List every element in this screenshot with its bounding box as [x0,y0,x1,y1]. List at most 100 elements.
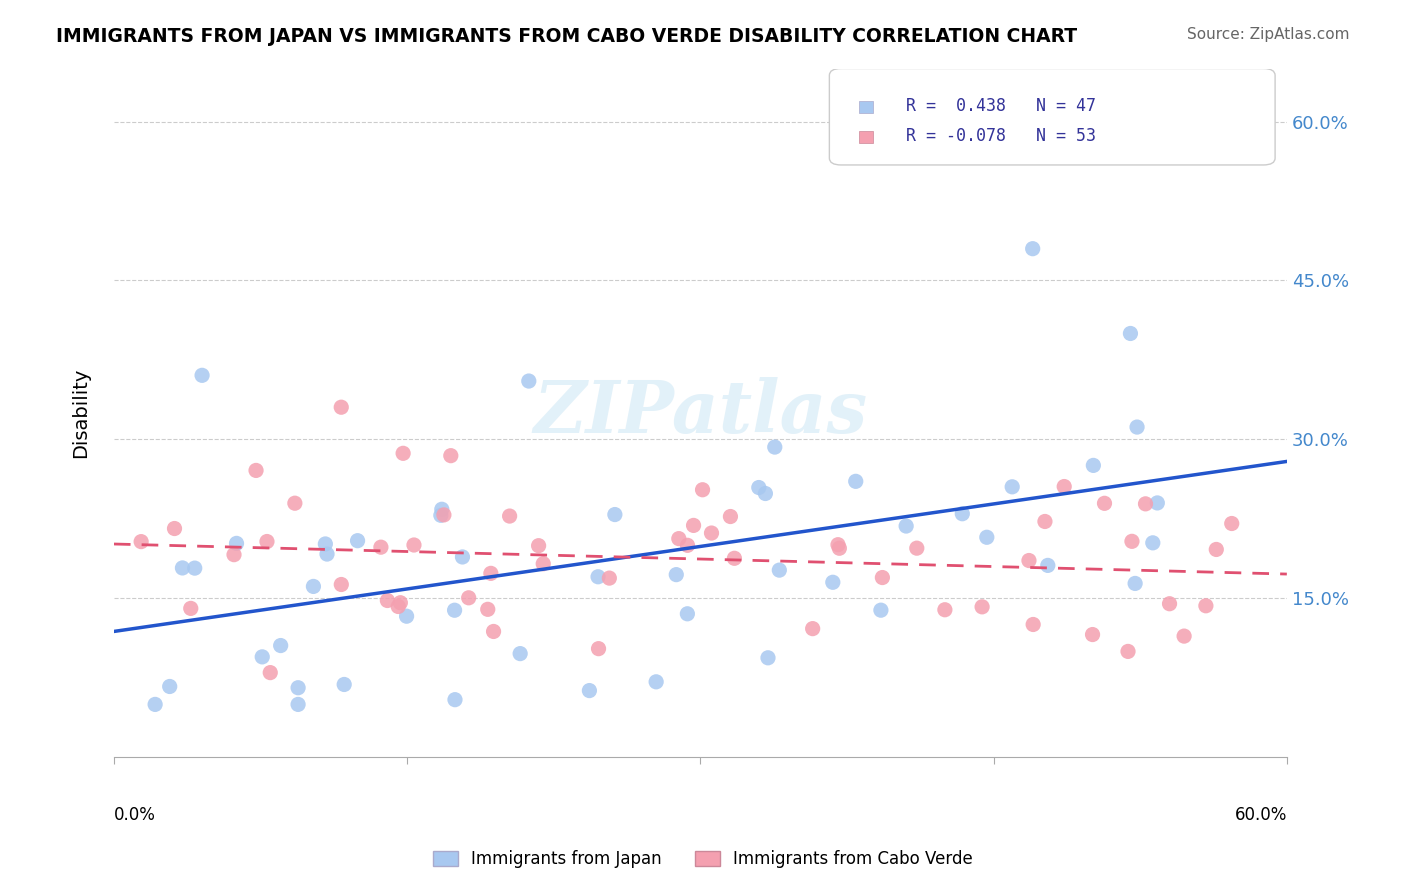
Immigrants from Japan [1083,458,1105,473]
Immigrants from Japan [950,507,973,521]
Immigrants from Cabo Verde [284,496,307,510]
Immigrants from Cabo Verde [872,570,894,584]
Immigrants from Cabo Verde [498,509,520,524]
Text: 60.0%: 60.0% [1234,805,1286,823]
Immigrants from Japan [845,475,868,489]
FancyBboxPatch shape [830,69,1275,165]
Immigrants from Cabo Verde [682,518,704,533]
Immigrants from Cabo Verde [700,526,723,541]
Immigrants from Japan [763,440,786,454]
Immigrants from Cabo Verde [482,624,505,639]
Immigrants from Cabo Verde [1053,479,1076,493]
Immigrants from Cabo Verde [676,538,699,552]
Immigrants from Cabo Verde [245,463,267,477]
Immigrants from Cabo Verde [1220,516,1243,531]
Immigrants from Japan [143,698,166,712]
Immigrants from Cabo Verde [180,601,202,615]
Immigrants from Japan [346,533,368,548]
Legend: Immigrants from Japan, Immigrants from Cabo Verde: Immigrants from Japan, Immigrants from C… [426,844,980,875]
Immigrants from Japan [252,649,274,664]
Immigrants from Cabo Verde [828,541,851,556]
Immigrants from Cabo Verde [163,522,186,536]
Immigrants from Japan [395,609,418,624]
Immigrants from Japan [270,639,292,653]
Immigrants from Cabo Verde [1081,627,1104,641]
Immigrants from Cabo Verde [377,593,399,607]
Immigrants from Cabo Verde [527,539,550,553]
Immigrants from Japan [1021,242,1043,256]
Immigrants from Cabo Verde [477,602,499,616]
Immigrants from Japan [1142,536,1164,550]
Immigrants from Cabo Verde [1018,553,1040,567]
Immigrants from Cabo Verde [668,532,690,546]
Immigrants from Japan [517,374,540,388]
Immigrants from Cabo Verde [129,534,152,549]
Immigrants from Cabo Verde [330,401,353,415]
Immigrants from Cabo Verde [972,599,994,614]
Immigrants from Japan [1126,420,1149,434]
Immigrants from Cabo Verde [1173,629,1195,643]
Immigrants from Japan [1146,496,1168,510]
Immigrants from Cabo Verde [1022,617,1045,632]
Immigrants from Japan [159,680,181,694]
Immigrants from Japan [768,563,790,577]
Immigrants from Cabo Verde [433,508,456,522]
Immigrants from Cabo Verde [723,551,745,566]
Text: Source: ZipAtlas.com: Source: ZipAtlas.com [1187,27,1350,42]
Immigrants from Cabo Verde [370,540,392,554]
Immigrants from Japan [443,603,465,617]
Immigrants from Cabo Verde [1135,497,1157,511]
Immigrants from Cabo Verde [827,538,849,552]
Immigrants from Japan [578,683,600,698]
Immigrants from Cabo Verde [222,548,245,562]
Immigrants from Cabo Verde [598,571,620,585]
Immigrants from Japan [748,481,770,495]
Immigrants from Japan [287,681,309,695]
Immigrants from Japan [333,677,356,691]
Immigrants from Cabo Verde [1033,515,1056,529]
Immigrants from Cabo Verde [1094,496,1116,510]
Immigrants from Japan [287,698,309,712]
Immigrants from Japan [444,692,467,706]
Immigrants from Japan [314,537,336,551]
Immigrants from Japan [665,567,688,582]
Immigrants from Japan [1001,480,1024,494]
Immigrants from Cabo Verde [479,566,502,581]
Immigrants from Japan [1123,576,1146,591]
Immigrants from Japan [430,508,453,523]
Immigrants from Cabo Verde [387,599,409,614]
Text: ZIPatlas: ZIPatlas [533,377,868,449]
FancyBboxPatch shape [859,130,873,143]
Immigrants from Japan [509,647,531,661]
Immigrants from Japan [870,603,893,617]
Immigrants from Cabo Verde [259,665,281,680]
Immigrants from Cabo Verde [1195,599,1218,613]
Immigrants from Japan [754,486,776,500]
Immigrants from Japan [451,549,474,564]
Text: R =  0.438   N = 47: R = 0.438 N = 47 [905,97,1095,115]
Immigrants from Japan [302,579,325,593]
Immigrants from Japan [225,536,247,550]
Y-axis label: Disability: Disability [72,368,90,458]
Immigrants from Cabo Verde [1121,534,1143,549]
Immigrants from Japan [645,674,668,689]
Immigrants from Cabo Verde [392,446,415,460]
Immigrants from Cabo Verde [720,509,742,524]
Immigrants from Cabo Verde [531,557,554,571]
Immigrants from Cabo Verde [402,538,425,552]
Immigrants from Japan [586,570,609,584]
Immigrants from Cabo Verde [692,483,714,497]
Immigrants from Cabo Verde [1205,542,1227,557]
Immigrants from Japan [1119,326,1142,341]
Immigrants from Cabo Verde [440,449,463,463]
FancyBboxPatch shape [859,101,873,113]
Immigrants from Japan [172,561,194,575]
Immigrants from Cabo Verde [457,591,479,605]
Immigrants from Cabo Verde [389,596,412,610]
Immigrants from Japan [821,575,844,590]
Text: 0.0%: 0.0% [114,805,156,823]
Immigrants from Japan [976,530,998,544]
Text: IMMIGRANTS FROM JAPAN VS IMMIGRANTS FROM CABO VERDE DISABILITY CORRELATION CHART: IMMIGRANTS FROM JAPAN VS IMMIGRANTS FROM… [56,27,1077,45]
Immigrants from Cabo Verde [330,577,353,591]
Immigrants from Japan [894,519,917,533]
